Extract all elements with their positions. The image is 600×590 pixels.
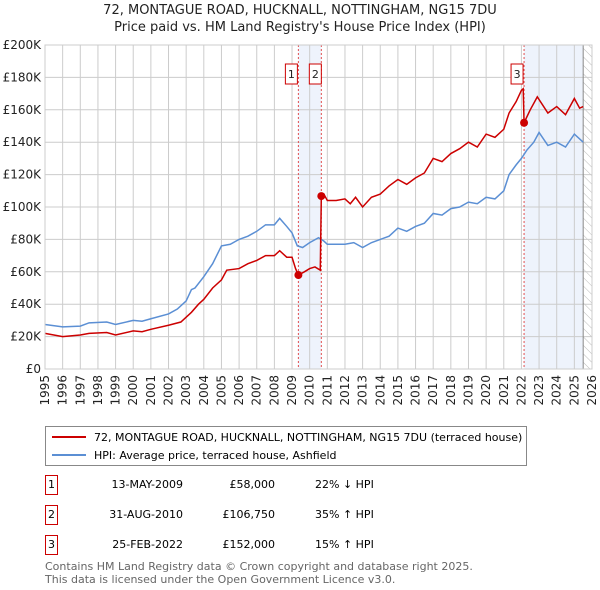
x-tick-label: 1998: [91, 375, 105, 406]
legend-label: 72, MONTAGUE ROAD, HUCKNALL, NOTTINGHAM,…: [94, 430, 523, 444]
property-series-line: [44, 87, 584, 338]
y-tick-label: £80K: [10, 232, 42, 246]
y-tick-label: £60K: [10, 265, 42, 279]
date: 25-FEB-2022: [112, 538, 183, 551]
legend: 72, MONTAGUE ROAD, HUCKNALL, NOTTINGHAM,…: [45, 426, 527, 466]
footer: Contains HM Land Registry data © Crown c…: [45, 560, 473, 586]
legend-label: HPI: Average price, terraced house, Ashf…: [94, 448, 337, 462]
x-tick-label: 2013: [356, 375, 370, 406]
x-tick-label: 2008: [267, 375, 281, 406]
x-tick-label: 2020: [479, 375, 493, 406]
sale-label-box: [308, 63, 322, 85]
x-tick-label: 2023: [532, 375, 546, 406]
legend-swatch: [52, 454, 86, 456]
x-tick-label: 2021: [497, 375, 511, 406]
x-tick-label: 2016: [409, 375, 423, 406]
hpi-diff: 15% ↑ HPI: [315, 538, 374, 551]
x-tick-label: 2015: [391, 375, 405, 406]
y-tick-label: £120K: [3, 168, 43, 182]
price: £106,750: [222, 508, 276, 521]
date: 13-MAY-2009: [111, 478, 183, 491]
x-tick-label: 2010: [303, 375, 317, 406]
y-tick-label: £160K: [3, 103, 43, 117]
hpi-diff: 35% ↑ HPI: [315, 508, 374, 521]
date: 31-AUG-2010: [109, 508, 183, 521]
marker-badge: 1: [45, 475, 58, 495]
sale-label-box: [510, 63, 524, 85]
x-tick-label: 2012: [338, 375, 352, 406]
x-tick-label: 1996: [56, 375, 70, 406]
y-tick-label: £40K: [10, 297, 42, 311]
x-tick-label: 2019: [461, 375, 475, 406]
x-tick-label: 1997: [73, 375, 87, 406]
x-tick-label: 2002: [162, 375, 176, 406]
x-tick-label: 2025: [567, 375, 581, 406]
sale-label: 1: [288, 68, 295, 81]
copyright: Contains HM Land Registry data © Crown c…: [45, 560, 473, 573]
price: £152,000: [222, 538, 276, 551]
x-tick-label: 2026: [585, 375, 599, 406]
legend-item-property: 72, MONTAGUE ROAD, HUCKNALL, NOTTINGHAM,…: [52, 428, 522, 446]
sale-label: 2: [312, 68, 319, 81]
chart-title: 72, MONTAGUE ROAD, HUCKNALL, NOTTINGHAM,…: [0, 2, 600, 36]
x-tick-label: 1999: [109, 375, 123, 406]
y-tick-label: £200K: [3, 38, 43, 52]
y-tick-label: £100K: [3, 200, 43, 214]
x-tick-label: 2006: [232, 375, 246, 406]
title: 72, MONTAGUE ROAD, HUCKNALL, NOTTINGHAM,…: [103, 3, 497, 18]
sale-point: [520, 118, 529, 127]
hpi-series-line: [44, 131, 584, 328]
x-tick-label: 2003: [179, 375, 193, 406]
legend-swatch: [52, 436, 86, 438]
x-tick-label: 2014: [373, 375, 387, 406]
y-tick-label: £20K: [10, 330, 42, 344]
licence: This data is licensed under the Open Gov…: [45, 573, 396, 586]
y-tick-label: £0: [26, 362, 41, 376]
sale-point: [294, 271, 303, 280]
hpi-diff: 22% ↓ HPI: [315, 478, 374, 491]
x-tick-label: 2007: [250, 375, 264, 406]
x-tick-label: 2004: [197, 375, 211, 406]
x-tick-label: 2018: [444, 375, 458, 406]
x-tick-label: 1995: [38, 375, 52, 406]
sale-label: 3: [514, 68, 521, 81]
legend-item-hpi: HPI: Average price, terraced house, Ashf…: [52, 446, 336, 464]
x-tick-label: 2022: [514, 375, 528, 406]
sale-point: [317, 192, 326, 201]
plot-border: [44, 44, 593, 370]
y-tick-label: £140K: [3, 135, 43, 149]
price: £58,000: [229, 478, 276, 491]
marker-badge: 3: [45, 535, 58, 555]
x-tick-label: 2001: [144, 375, 158, 406]
subtitle: Price paid vs. HM Land Registry's House …: [114, 20, 486, 35]
x-tick-label: 2000: [126, 375, 140, 406]
marker-badge: 2: [45, 505, 58, 525]
y-tick-label: £180K: [3, 70, 43, 84]
x-tick-label: 2005: [214, 375, 228, 406]
x-tick-label: 2017: [426, 375, 440, 406]
x-tick-label: 2024: [550, 375, 564, 406]
sale-label-box: [284, 63, 298, 85]
x-tick-label: 2011: [320, 375, 334, 406]
x-tick-label: 2009: [285, 375, 299, 406]
price-chart: 1995 1996 1997 1998 1999 2000 2001 2002 2003 2004…: [3, 38, 599, 406]
